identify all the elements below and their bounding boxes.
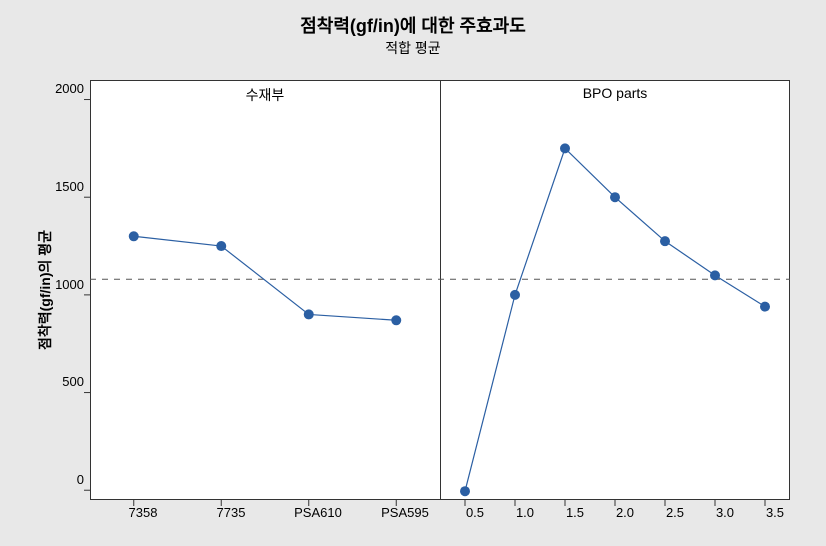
x-tick-1.5: 1.5	[550, 505, 600, 520]
x-tick-1.0: 1.0	[500, 505, 550, 520]
x-tick-7358: 7358	[108, 505, 178, 520]
chart-container: 점착력(gf/in)에 대한 주효과도 적합 평균 점착력(gf/in)의 평균…	[0, 0, 826, 546]
y-tick-500: 500	[40, 374, 84, 389]
x-tick-PSA595: PSA595	[370, 505, 440, 520]
y-tick-1000: 1000	[40, 277, 84, 292]
chart-subtitle: 적합 평균	[0, 38, 826, 58]
panel-divider	[440, 80, 441, 500]
y-tick-1500: 1500	[40, 179, 84, 194]
x-tick-0.5: 0.5	[450, 505, 500, 520]
y-tick-0: 0	[40, 472, 84, 487]
x-tick-PSA610: PSA610	[283, 505, 353, 520]
x-tick-7735: 7735	[196, 505, 266, 520]
x-tick-2.0: 2.0	[600, 505, 650, 520]
panel-label-right: BPO parts	[440, 85, 790, 101]
x-tick-2.5: 2.5	[650, 505, 700, 520]
panel-label-left: 수재부	[90, 85, 440, 105]
chart-title: 점착력(gf/in)에 대한 주효과도	[0, 12, 826, 38]
y-tick-2000: 2000	[40, 81, 84, 96]
x-tick-3.0: 3.0	[700, 505, 750, 520]
x-tick-3.5: 3.5	[750, 505, 800, 520]
